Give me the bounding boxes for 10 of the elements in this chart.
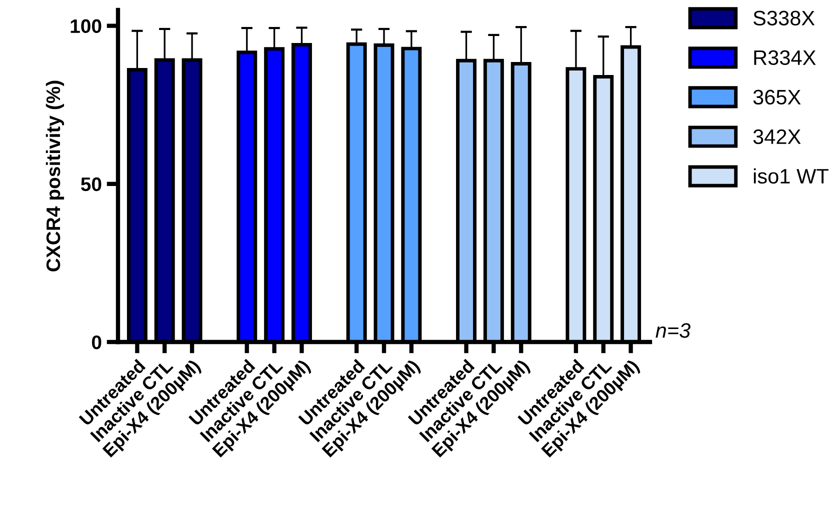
legend-label: R334X [754, 50, 816, 66]
y-tick-label: 0 [92, 335, 102, 350]
legend-label: 342X [753, 129, 801, 144]
legend-label: 365X [753, 90, 801, 105]
legend-label: iso1 WT [754, 168, 828, 184]
legend-label: S338X [753, 10, 815, 26]
y-axis-title: CXCR4 positivity (%) [46, 80, 64, 272]
y-tick-label: 100 [70, 19, 102, 34]
y-tick-label: 50 [81, 177, 102, 192]
text: n=3 [656, 323, 690, 338]
